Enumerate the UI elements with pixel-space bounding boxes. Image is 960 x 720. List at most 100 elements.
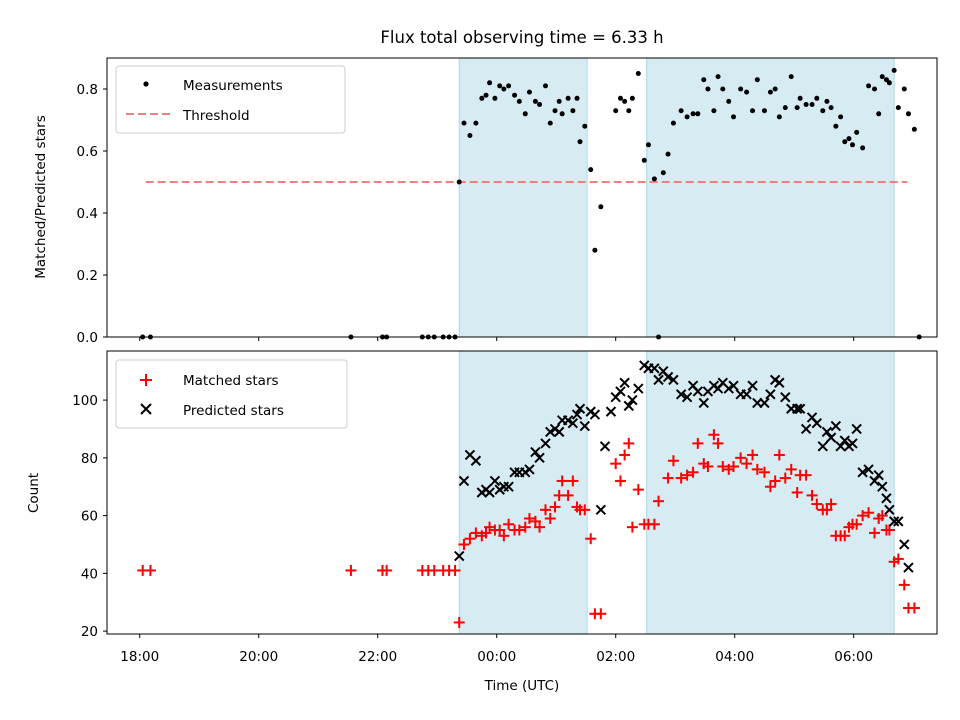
predicted-star-point [562, 415, 574, 426]
measurement-point [684, 114, 690, 120]
matched-star-point [681, 469, 693, 481]
predicted-star-point [524, 464, 535, 475]
bottom-y-tick-label: 100 [72, 393, 98, 409]
predicted-star-point [884, 504, 895, 516]
measurement-point [617, 95, 623, 101]
bottom-panel: 20 40 60 80 100 18:00 20:00 22:00 00:00 02:00 04:… [26, 350, 938, 694]
top-panel: 0.00.20.40.60.8 Matched/Predicted stars … [33, 57, 938, 346]
measurement-point [532, 98, 538, 104]
predicted-star-point [794, 403, 806, 414]
predicted-star-point [747, 380, 758, 391]
matched-star-point [821, 504, 833, 516]
matched-star-point [648, 518, 660, 530]
predicted-star-point [484, 487, 495, 498]
chart-title: Flux total observing time = 6.33 h [380, 28, 663, 47]
matched-star-point [480, 527, 492, 539]
top-panel-frame [106, 57, 938, 338]
matched-star-point [702, 461, 714, 473]
matched-star-point [779, 472, 791, 484]
measurement-point [911, 126, 917, 132]
legend-matched-label: Matched stars [183, 373, 279, 389]
matched-star-point [735, 452, 747, 464]
predicted-star-point [830, 420, 842, 432]
measurement-point [828, 105, 834, 111]
matched-star-point [540, 504, 552, 516]
predicted-star-point [454, 550, 465, 562]
matched-star-point [708, 429, 720, 441]
matched-star-point [614, 475, 626, 487]
measurement-point [473, 120, 479, 126]
top-y-tick-label: 0.0 [77, 330, 98, 346]
matched-star-point [747, 449, 759, 461]
measurement-point [720, 86, 726, 92]
measurement-point [622, 98, 628, 104]
predicted-star-point [589, 409, 601, 420]
measurement-point [854, 129, 860, 135]
measurement-point [872, 86, 878, 92]
predicted-star-point [791, 403, 803, 414]
top-observing-window [646, 57, 895, 338]
top-y-axis-label: Matched/Predicted stars [33, 115, 49, 278]
measurement-point [772, 86, 778, 92]
predicted-star-point [800, 423, 812, 435]
measurement-point [803, 102, 809, 107]
matched-star-point [839, 530, 851, 542]
x-tick-label: 06:00 [834, 649, 873, 665]
measurement-point [522, 111, 528, 117]
measurement-point [750, 108, 756, 114]
matched-star-point [811, 498, 823, 510]
predicted-star-point [567, 417, 579, 429]
matched-star-point [898, 579, 910, 591]
predicted-star-point [553, 426, 565, 438]
matched-star-point [585, 533, 597, 545]
predicted-star-point [623, 400, 635, 412]
predicted-star-point [574, 403, 586, 414]
matched-star-point [892, 553, 904, 565]
predicted-star-point [615, 386, 626, 397]
matched-star-point [785, 463, 797, 475]
measurement-point [592, 247, 598, 253]
predicted-star-point [530, 446, 541, 458]
predicted-star-point [903, 562, 914, 573]
bottom-panel-frame [106, 350, 938, 635]
matched-star-point [800, 469, 812, 481]
measurement-point [788, 74, 794, 80]
matched-star-point [453, 616, 465, 628]
measurement-point [731, 114, 737, 120]
measurement-point [901, 86, 907, 92]
matched-star-point [806, 489, 818, 501]
predicted-star-point [633, 383, 644, 394]
matched-star-point [556, 475, 568, 487]
matched-star-point [687, 466, 699, 478]
measurement-point [838, 114, 844, 120]
measurement-point [797, 95, 803, 101]
measurement-point [570, 108, 576, 114]
measurement-point [705, 86, 711, 92]
matched-star-point [717, 461, 729, 473]
measurement-point [456, 179, 462, 185]
bottom-y-axis-label: Count [26, 473, 42, 513]
legend-predicted-marker [140, 403, 152, 415]
measurement-point [626, 108, 632, 114]
measurement-point [866, 83, 872, 89]
measurement-point [761, 108, 767, 114]
x-tick-label: 20:00 [239, 649, 278, 665]
matched-star-point [567, 475, 579, 487]
matched-star-point [503, 518, 515, 530]
measurement-point [497, 83, 503, 89]
matched-star-point [764, 481, 776, 493]
predicted-star-point [869, 475, 880, 487]
matched-star-point [623, 437, 635, 449]
measurement-point [483, 92, 489, 98]
matched-star-point [758, 466, 770, 478]
matched-star-point [728, 461, 740, 473]
matched-star-point [791, 487, 803, 498]
predicted-star-point [668, 374, 679, 386]
predicted-star-point [489, 475, 501, 487]
measurement-point [574, 95, 580, 101]
matched-star-point [769, 475, 781, 487]
measurement-point [814, 95, 820, 101]
measurement-point [833, 123, 839, 129]
predicted-star-point [571, 409, 583, 420]
